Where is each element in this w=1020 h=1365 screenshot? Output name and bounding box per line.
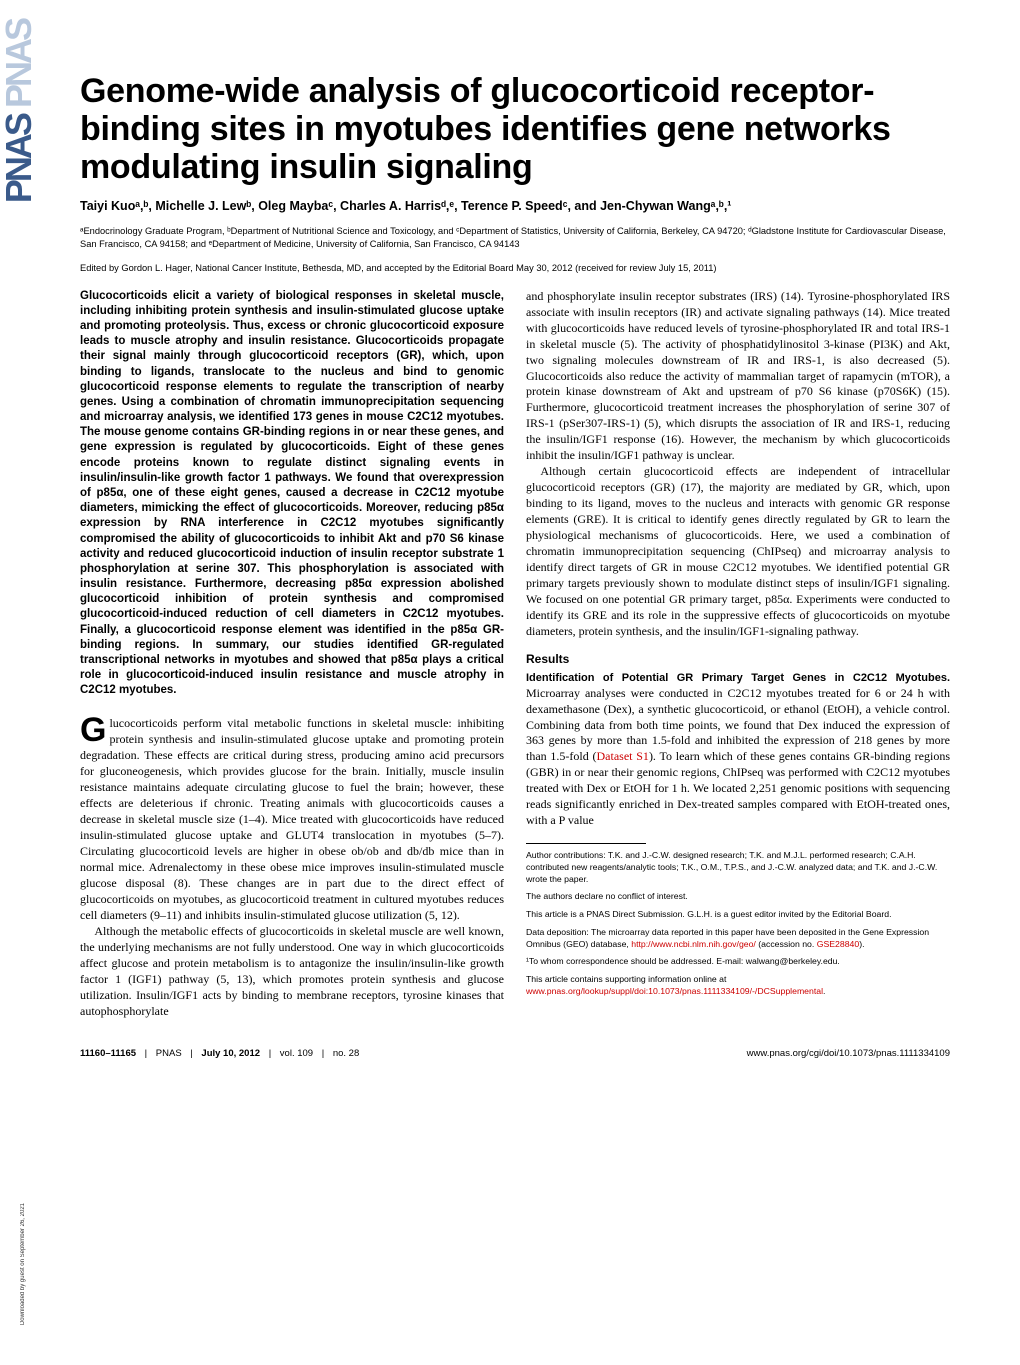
page-footer: 11160–11165 | PNAS | July 10, 2012 | vol… bbox=[80, 1048, 950, 1059]
sep2: | bbox=[190, 1048, 192, 1059]
author-contributions: Author contributions: T.K. and J.-C.W. d… bbox=[526, 850, 950, 885]
supporting-info: This article contains supporting informa… bbox=[526, 974, 950, 997]
direct-submission: This article is a PNAS Direct Submission… bbox=[526, 909, 950, 921]
geo-link[interactable]: http://www.ncbi.nlm.nih.gov/geo/ bbox=[631, 939, 756, 949]
volume: vol. 109 bbox=[280, 1048, 313, 1059]
paragraph-2: Although the metabolic effects of glucoc… bbox=[80, 924, 504, 1020]
fn6-a: This article contains supporting informa… bbox=[526, 974, 726, 984]
correspondence: ¹To whom correspondence should be addres… bbox=[526, 956, 950, 968]
footnotes: Author contributions: T.K. and J.-C.W. d… bbox=[526, 850, 950, 997]
paragraph-4: Although certain glucocorticoid effects … bbox=[526, 464, 950, 639]
logo-shadow: PNAS bbox=[0, 20, 38, 108]
dropcap: G bbox=[80, 716, 109, 745]
affiliations: ᵃEndocrinology Graduate Program, ᵇDepart… bbox=[80, 225, 950, 250]
logo-text: PNAS bbox=[0, 115, 38, 203]
sep3: | bbox=[269, 1048, 271, 1059]
fn6-b: . bbox=[823, 986, 825, 996]
page-content: Genome-wide analysis of glucocorticoid r… bbox=[50, 0, 1020, 1099]
fn4-c: ). bbox=[859, 939, 864, 949]
conflict-statement: The authors declare no conflict of inter… bbox=[526, 891, 950, 903]
two-column-body: Glucocorticoids elicit a variety of biol… bbox=[80, 289, 950, 1020]
issue-date: July 10, 2012 bbox=[201, 1048, 260, 1059]
authors-line: Taiyi Kuoᵃ,ᵇ, Michelle J. Lewᵇ, Oleg May… bbox=[80, 198, 950, 215]
results-para: Identification of Potential GR Primary T… bbox=[526, 670, 950, 830]
paragraph-3: and phosphorylate insulin receptor subst… bbox=[526, 289, 950, 464]
results-heading: Results bbox=[526, 652, 950, 668]
footnotes-separator bbox=[526, 843, 646, 844]
dataset-link[interactable]: Dataset S1 bbox=[597, 749, 649, 763]
fn4-b: (accession no. bbox=[756, 939, 817, 949]
p1-text: lucocorticoids perform vital metabolic f… bbox=[80, 716, 504, 921]
pnas-logo: PNAS PNAS bbox=[0, 20, 38, 203]
edited-by: Edited by Gordon L. Hager, National Canc… bbox=[80, 262, 950, 275]
accession-link[interactable]: GSE28840 bbox=[817, 939, 860, 949]
paragraph-1: Glucocorticoids perform vital metabolic … bbox=[80, 716, 504, 923]
footer-left: 11160–11165 | PNAS | July 10, 2012 | vol… bbox=[80, 1048, 359, 1059]
journal-name: PNAS bbox=[156, 1048, 182, 1059]
article-title: Genome-wide analysis of glucocorticoid r… bbox=[80, 72, 950, 186]
results-subhead: Identification of Potential GR Primary T… bbox=[526, 672, 950, 684]
sep4: | bbox=[322, 1048, 324, 1059]
download-note: Downloaded by guest on September 26, 202… bbox=[20, 1203, 26, 1325]
sep1: | bbox=[145, 1048, 147, 1059]
journal-sidebar: PNAS PNAS Downloaded by guest on Septemb… bbox=[0, 0, 38, 1365]
page-range: 11160–11165 bbox=[80, 1048, 136, 1059]
footer-right: www.pnas.org/cgi/doi/10.1073/pnas.111133… bbox=[747, 1048, 950, 1059]
abstract: Glucocorticoids elicit a variety of biol… bbox=[80, 289, 504, 699]
issue-no: no. 28 bbox=[333, 1048, 359, 1059]
si-link[interactable]: www.pnas.org/lookup/suppl/doi:10.1073/pn… bbox=[526, 986, 823, 996]
data-deposition: Data deposition: The microarray data rep… bbox=[526, 927, 950, 950]
